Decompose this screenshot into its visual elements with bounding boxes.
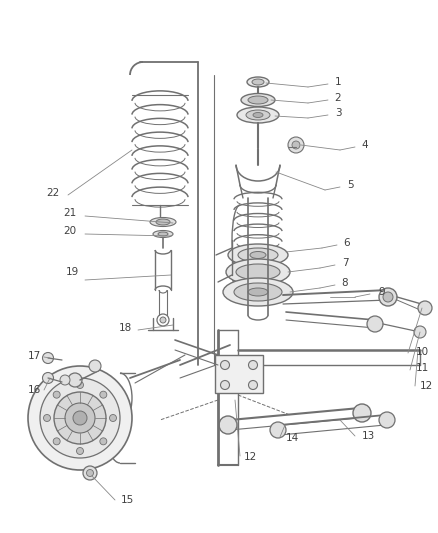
Circle shape (248, 381, 258, 390)
Circle shape (60, 375, 70, 385)
Circle shape (65, 403, 95, 433)
Circle shape (42, 373, 53, 384)
Text: 16: 16 (27, 385, 41, 395)
Ellipse shape (241, 93, 275, 107)
Ellipse shape (248, 96, 268, 104)
Circle shape (77, 382, 84, 389)
Ellipse shape (250, 252, 266, 259)
Text: 2: 2 (335, 93, 341, 103)
Circle shape (43, 415, 50, 422)
Text: 19: 19 (65, 267, 79, 277)
Text: 22: 22 (46, 188, 60, 198)
Circle shape (418, 301, 432, 315)
Ellipse shape (226, 259, 290, 285)
Ellipse shape (156, 219, 170, 225)
Circle shape (219, 416, 237, 434)
Ellipse shape (252, 79, 264, 85)
Circle shape (53, 391, 60, 398)
Text: 4: 4 (362, 140, 368, 150)
Circle shape (100, 438, 107, 445)
Circle shape (367, 316, 383, 332)
Circle shape (379, 412, 395, 428)
Circle shape (40, 378, 120, 458)
Circle shape (220, 381, 230, 390)
Ellipse shape (158, 232, 168, 236)
Circle shape (53, 438, 60, 445)
Ellipse shape (223, 278, 293, 306)
Ellipse shape (247, 77, 269, 87)
Circle shape (28, 366, 132, 470)
Circle shape (42, 352, 53, 364)
Circle shape (383, 292, 393, 302)
Text: 11: 11 (415, 363, 429, 373)
Ellipse shape (246, 110, 270, 120)
Circle shape (83, 466, 97, 480)
Ellipse shape (236, 264, 280, 280)
Circle shape (110, 415, 117, 422)
Text: 17: 17 (27, 351, 41, 361)
Circle shape (288, 137, 304, 153)
Ellipse shape (248, 288, 268, 296)
Circle shape (73, 411, 87, 425)
Circle shape (379, 288, 397, 306)
Circle shape (89, 360, 101, 372)
Circle shape (100, 391, 107, 398)
Ellipse shape (228, 244, 288, 266)
Ellipse shape (150, 217, 176, 227)
Text: 14: 14 (286, 433, 299, 443)
Ellipse shape (253, 112, 263, 117)
Text: 10: 10 (415, 347, 428, 357)
Text: 13: 13 (361, 431, 374, 441)
Text: 1: 1 (335, 77, 341, 87)
Ellipse shape (238, 248, 278, 262)
Circle shape (54, 392, 106, 444)
Text: 8: 8 (342, 278, 348, 288)
Circle shape (86, 470, 93, 477)
Text: 20: 20 (64, 226, 77, 236)
Text: 12: 12 (244, 452, 257, 462)
Text: 18: 18 (118, 323, 132, 333)
Circle shape (220, 360, 230, 369)
Circle shape (77, 448, 84, 455)
Text: 6: 6 (344, 238, 350, 248)
Circle shape (160, 317, 166, 323)
Text: 12: 12 (419, 381, 433, 391)
Circle shape (414, 326, 426, 338)
Text: 7: 7 (342, 258, 348, 268)
Ellipse shape (234, 283, 282, 301)
Text: 15: 15 (120, 495, 134, 505)
Circle shape (248, 360, 258, 369)
Circle shape (292, 141, 300, 149)
Circle shape (353, 404, 371, 422)
Circle shape (270, 422, 286, 438)
Text: 5: 5 (347, 180, 353, 190)
Text: 3: 3 (335, 108, 341, 118)
Bar (215, 355, 263, 393)
Text: 21: 21 (64, 208, 77, 218)
Ellipse shape (153, 230, 173, 238)
Ellipse shape (237, 107, 279, 123)
Text: 9: 9 (379, 287, 385, 297)
Circle shape (68, 373, 82, 387)
